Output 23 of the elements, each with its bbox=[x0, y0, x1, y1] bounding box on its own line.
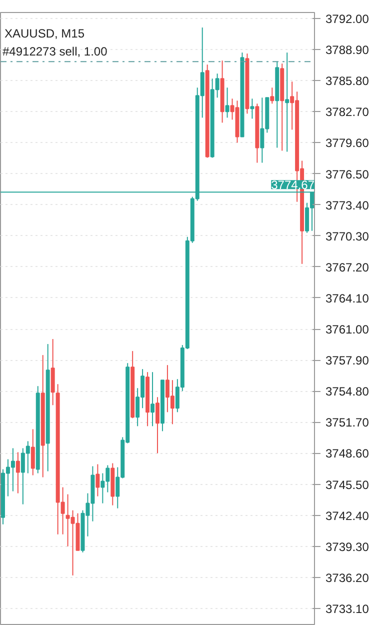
text: XAUUSD, M15 bbox=[4, 26, 85, 40]
y-tick-label: 3776.50 bbox=[326, 167, 370, 182]
y-tick-label: 3792.00 bbox=[326, 12, 370, 26]
y-tick-label: 3770.30 bbox=[326, 229, 370, 244]
y-tick-label: 3782.70 bbox=[326, 105, 370, 120]
y-tick-label: 3779.60 bbox=[326, 136, 370, 150]
y-tick-label: 3788.90 bbox=[326, 43, 370, 58]
y-tick-label: 3773.40 bbox=[326, 198, 370, 212]
y-tick-label: 3742.40 bbox=[326, 508, 370, 523]
y-tick-label: 3748.60 bbox=[326, 446, 370, 461]
y-tick-label: 3739.30 bbox=[326, 540, 370, 554]
y-tick-label: 3745.50 bbox=[326, 478, 370, 492]
y-tick-label: 3733.10 bbox=[326, 602, 370, 616]
y-tick-label: 3754.80 bbox=[326, 384, 370, 399]
y-tick-label: 3736.20 bbox=[326, 570, 370, 585]
y-tick-label: 3767.20 bbox=[326, 260, 370, 274]
y-tick-label: 3757.90 bbox=[326, 354, 370, 368]
y-tick-label: 3761.00 bbox=[326, 322, 370, 337]
ref-line-label: #4912273 sell, 1.00 bbox=[2, 44, 108, 59]
y-tick-label: 3764.10 bbox=[326, 291, 370, 306]
y-tick-label: 3785.80 bbox=[326, 74, 370, 88]
ref-line-label: 3774.67 bbox=[271, 178, 315, 192]
y-tick-label: 3751.70 bbox=[326, 416, 370, 430]
